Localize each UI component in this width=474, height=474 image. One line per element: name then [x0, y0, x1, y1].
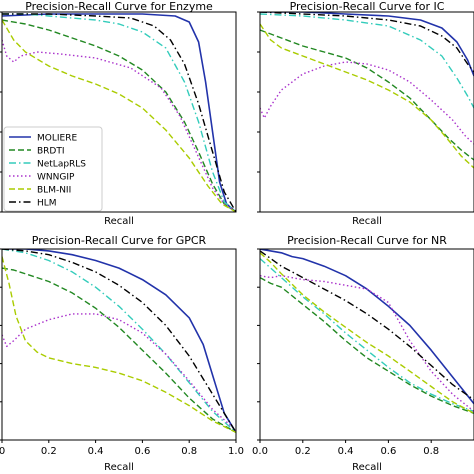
x-tick-label: 0.6: [134, 446, 150, 457]
series-line-moliere: [2, 13, 236, 212]
x-tick-label: 0.0: [252, 446, 268, 457]
x-tick-label: 0.4: [88, 446, 104, 457]
series-line-wnngip: [2, 39, 236, 212]
x-tick-label: 0: [0, 446, 5, 457]
chart-title: Precision-Recall Curve for NR: [287, 234, 447, 247]
series-line-moliere: [260, 12, 474, 77]
series-line-wnngip: [2, 313, 236, 431]
legend-label-moliere: MOLIERE: [37, 134, 77, 144]
series-line-blm-nii: [260, 252, 474, 414]
series-line-brdti: [260, 29, 474, 161]
series-line-blm-nii: [2, 19, 236, 212]
axes-frame: [259, 11, 474, 213]
chart-title: Precision-Recall Curve for Enzyme: [25, 0, 213, 13]
series-line-netlaprls: [2, 249, 236, 433]
legend-label-brdti: BRDTI: [37, 147, 65, 157]
series-line-brdti: [2, 267, 236, 434]
chart-title: Precision-Recall Curve for GPCR: [32, 234, 207, 247]
series-line-hlm: [260, 250, 474, 401]
x-tick-label: 0.4: [338, 446, 354, 457]
x-tick-label: 0.2: [41, 446, 57, 457]
series-line-moliere: [2, 249, 236, 433]
x-tick-label: 0.2: [295, 446, 311, 457]
x-tick-label: 1.0: [228, 446, 244, 457]
series-line-brdti: [260, 276, 474, 414]
series-line-netlaprls: [260, 13, 474, 109]
x-tick-label: 0.6: [380, 446, 396, 457]
chart-title: Precision-Recall Curve for IC: [290, 0, 445, 13]
x-axis-label: Recall: [104, 462, 134, 473]
legend-label-blm-nii: BLM-NII: [37, 186, 71, 196]
legend: MOLIERE BRDTI NetLapRLS WNNGIP BLM-NII HLM: [3, 126, 103, 212]
legend-label-netlaprls: NetLapRLS: [37, 160, 86, 170]
legend-box: [3, 126, 103, 212]
x-tick-label: 0.8: [181, 446, 197, 457]
x-tick-label: 0.8: [423, 446, 439, 457]
series-line-netlaprls: [260, 258, 474, 413]
axes-frame: [259, 248, 474, 441]
x-axis-label: Recall: [352, 462, 382, 473]
series-line-hlm: [260, 12, 474, 73]
series-line-brdti: [2, 19, 236, 212]
chart-panel-0: Precision-Recall Curve for EnzymeRecallM…: [0, 0, 237, 227]
axes-frame: [1, 11, 237, 213]
series-line-hlm: [2, 249, 236, 433]
chart-panel-1: Precision-Recall Curve for IC Recall: [257, 0, 474, 227]
axes-frame: [1, 248, 237, 441]
series-line-netlaprls: [2, 13, 236, 212]
legend-label-wnngip: WNNGIP: [37, 173, 75, 183]
legend-label-hlm: HLM: [37, 199, 57, 209]
x-axis-label: Recall: [352, 216, 382, 227]
series-line-hlm: [2, 13, 236, 212]
chart-panel-3: Precision-Recall Curve for NR 0.0 0.2 0.4 0.…: [252, 234, 474, 473]
series-line-blm-nii: [2, 256, 236, 434]
x-axis-label: Recall: [104, 216, 134, 227]
series-line-moliere: [260, 249, 474, 405]
chart-panel-2: Precision-Recall Curve for GPCR 0 0.2 0.4 0.…: [0, 234, 244, 473]
series-line-blm-nii: [260, 23, 474, 169]
